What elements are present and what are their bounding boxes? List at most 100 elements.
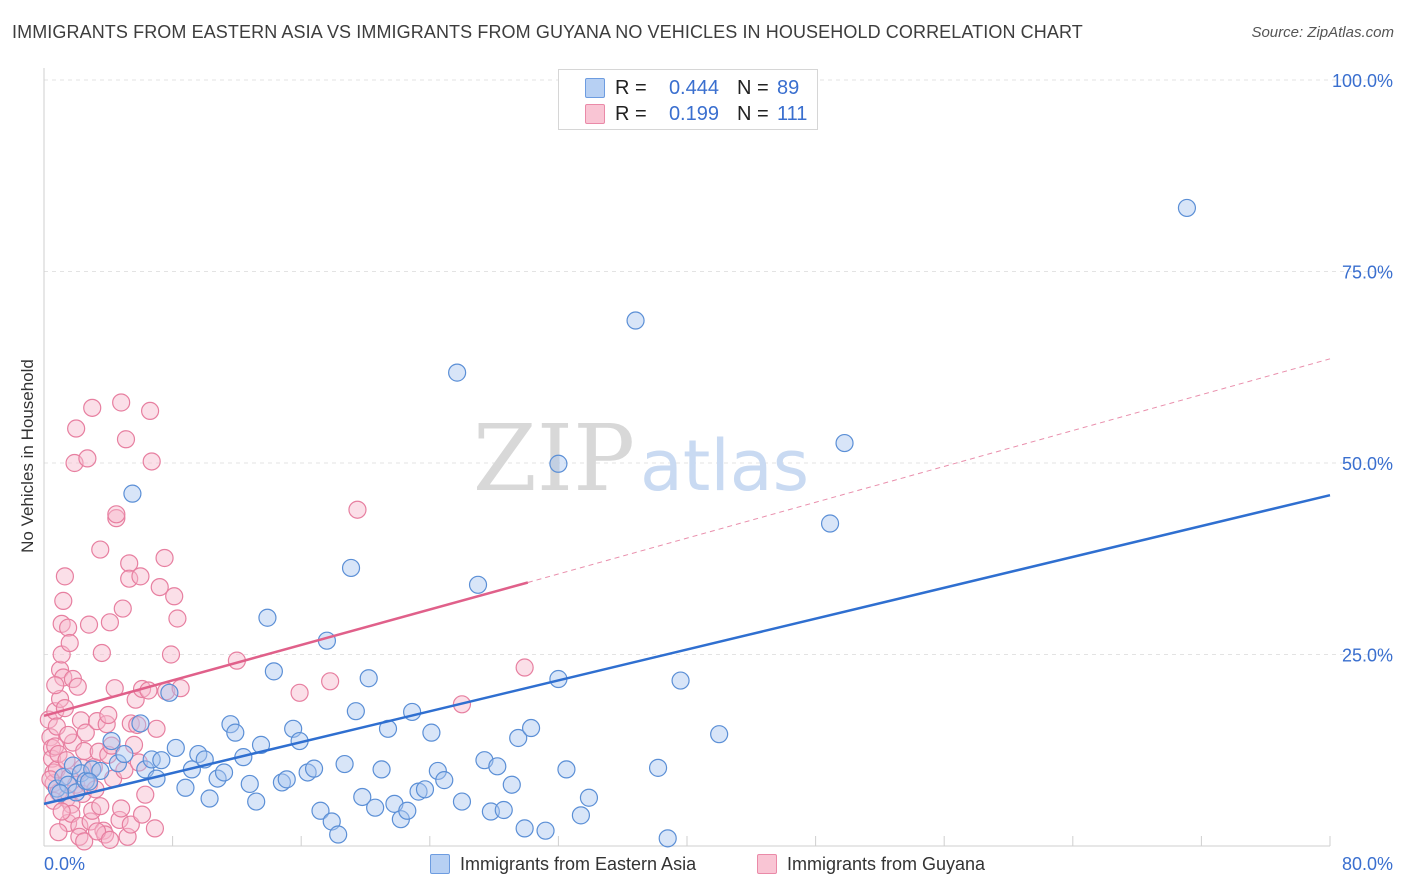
eastern-asia-point [648,758,668,777]
eastern-asia-point [160,683,179,702]
guyana-point [110,810,129,830]
guyana-points [39,393,534,851]
eastern-asia-point [353,787,372,807]
guyana-point [59,618,78,637]
guyana-point [78,449,97,468]
guyana-point [107,509,126,528]
eastern-asia-point [366,798,385,817]
chart-title: IMMIGRANTS FROM EASTERN ASIA VS IMMIGRAN… [12,22,1083,42]
eastern-asia-point [468,575,488,594]
guyana-point [155,548,174,568]
legend-swatch-pink [585,104,605,124]
eastern-asia-point [658,829,677,848]
guyana-point [171,679,190,698]
eastern-asia-point [91,761,110,781]
bottom-legend-guyana: Immigrants from Guyana [757,852,985,876]
eastern-asia-point [435,771,454,790]
guyana-point [112,799,131,818]
eastern-asia-point [536,821,555,840]
guyana-point [52,802,71,821]
bottom-legend-label-eastern-asia: Immigrants from Eastern Asia [460,853,697,874]
eastern-asia-point [341,558,361,578]
legend-n-value: 89 [777,76,800,99]
trend-lines [43,358,1331,806]
y-tick-label: 100.0% [1332,71,1393,91]
legend-r-label: R = [615,102,647,125]
guyana-point [124,735,144,754]
eastern-asia-point [166,738,185,758]
eastern-asia-point [277,770,296,789]
eastern-asia-point [820,514,840,533]
gridlines [44,79,1392,655]
legend-n-value: 111 [777,102,808,125]
eastern-asia-point [398,801,417,820]
eastern-asia-point [452,792,472,811]
eastern-asia-point [102,731,121,751]
bottom-legend-label-guyana: Immigrants from Guyana [787,853,986,874]
guyana-point [132,805,152,824]
guyana-point [75,832,94,851]
eastern-asia-point [579,788,599,807]
watermark-atlas: atlas [640,425,809,507]
guyana-point [83,398,102,417]
guyana-point [515,658,534,677]
guyana-point [68,677,87,696]
guyana-point [120,569,139,588]
guyana-point [145,819,165,838]
eastern-asia-point [549,454,568,473]
legend-r-value: 0.199 [668,102,719,125]
eastern-asia-point [142,750,161,769]
eastern-asia-point [226,723,245,742]
eastern-asia-point [521,718,541,738]
y-tick-label: 25.0% [1342,646,1393,666]
legend-swatch-blue [585,78,605,98]
guyana-point [116,430,136,449]
eastern-asia-point [131,714,150,733]
guyana-point [161,645,181,664]
eastern-asia-point [264,662,283,681]
eastern-asia-point [346,702,365,721]
bottom-legend-swatch-blue [430,854,450,874]
tick-labels: 25.0% 50.0% 75.0% 100.0% 0.0% 80.0% [44,71,1393,874]
eastern-asia-point [422,723,441,742]
guyana-point [91,797,110,816]
eastern-asia-point [200,789,219,808]
guyana-point [107,505,126,524]
eastern-asia-point [214,763,234,782]
legend-row-guyana: R = 0.199 N = 111 [585,102,807,126]
guyana-point [150,577,169,597]
guyana-point [112,393,131,412]
watermark-zip: ZIP [473,405,635,512]
eastern-asia-point [372,760,391,779]
legend-n-label: N = [737,76,769,99]
eastern-asia-point [115,744,134,764]
eastern-asia-point [502,775,521,794]
eastern-asia-point [329,825,348,844]
guyana-point [290,683,309,702]
guyana-point [55,567,74,586]
legend-r-label: R = [615,76,647,99]
x-tick-label: 80.0% [1342,854,1393,874]
eastern-asia-point [221,715,240,734]
bottom-legend-swatch-pink [757,854,777,874]
guyana-point [165,587,184,606]
guyana-point [50,689,70,709]
guyana-point [140,401,160,421]
guyana-point [348,500,367,519]
eastern-asia-point [79,772,99,791]
eastern-asia-point [415,780,435,799]
eastern-asia-point [1177,198,1197,218]
eastern-asia-point [335,754,354,774]
guyana-point [121,714,140,733]
legend-n-label: N = [737,102,769,125]
eastern-asia-point [251,735,271,754]
legend-r-value: 0.444 [668,76,719,99]
guyana-point [97,715,116,734]
guyana-point [120,554,139,573]
guyana-point [76,723,95,742]
guyana-point [100,613,120,632]
eastern-asia-point [311,801,330,820]
guyana-trend-extension [527,358,1331,583]
eastern-asia-point [626,311,645,330]
